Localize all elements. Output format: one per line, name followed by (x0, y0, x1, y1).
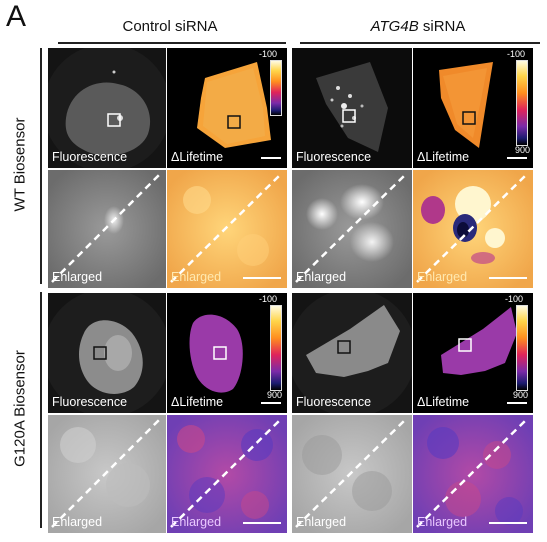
label-enlarged: Enlarged (52, 515, 103, 529)
scale-bar (243, 522, 281, 524)
label-fluorescence: Fluorescence (296, 150, 372, 164)
label-fluorescence: Fluorescence (52, 395, 128, 409)
row-label-wt: WT Biosensor (11, 117, 29, 212)
colorbar-top-tick: -100 (259, 49, 278, 59)
colorbar (270, 60, 282, 116)
tile-g120a-atg4b-lifetime: -100 900 ΔLifetime (413, 293, 533, 413)
tile-wt-control-enlarged-fluorescence: Enlarged (48, 170, 166, 288)
row-rule-g120a (40, 292, 42, 528)
control-siRNA-label: Control siRNA (122, 18, 218, 35)
label-lifetime: ΔLifetime (417, 395, 470, 409)
roi-box (337, 340, 351, 354)
colorbar-top-tick: -100 (505, 294, 524, 304)
tile-g120a-control-fluorescence: Fluorescence (48, 293, 166, 413)
row-rule-wt (40, 48, 42, 284)
tile-g120a-atg4b-enlarged-lifetime: Enlarged (413, 415, 533, 533)
roi-box (107, 113, 121, 127)
label-enlarged: Enlarged (171, 515, 222, 529)
scale-bar (489, 277, 527, 279)
tile-wt-atg4b-fluorescence: Fluorescence (292, 48, 412, 168)
label-enlarged: Enlarged (52, 270, 103, 284)
atg4b-siRNA-suffix: siRNA (418, 18, 466, 35)
tile-wt-control-enlarged-lifetime: Enlarged (167, 170, 287, 288)
column-header-control: Control siRNA (50, 18, 290, 35)
tile-wt-atg4b-enlarged-fluorescence: Enlarged (292, 170, 412, 288)
colorbar-bottom-tick: 900 (267, 390, 283, 400)
label-enlarged: Enlarged (417, 515, 468, 529)
roi-box (93, 346, 107, 360)
tile-wt-atg4b-lifetime: -100 900 ΔLifetime (413, 48, 533, 168)
colorbar (516, 60, 528, 146)
label-lifetime: ΔLifetime (417, 150, 470, 164)
atg4b-gene-label: ATG4B (370, 18, 419, 35)
tile-wt-control-fluorescence: Fluorescence (48, 48, 166, 168)
scale-bar (243, 277, 281, 279)
colorbar (270, 305, 282, 391)
roi-box (342, 109, 356, 123)
label-enlarged: Enlarged (171, 270, 222, 284)
colorbar-top-tick: -100 (259, 294, 278, 304)
scale-bar (507, 157, 527, 159)
column-rule-control (58, 42, 286, 44)
tile-g120a-control-enlarged-fluorescence: Enlarged (48, 415, 166, 533)
label-enlarged: Enlarged (296, 515, 347, 529)
colorbar-bottom-tick: 900 (513, 390, 529, 400)
tile-g120a-control-enlarged-lifetime: Enlarged (167, 415, 287, 533)
label-fluorescence: Fluorescence (52, 150, 128, 164)
label-fluorescence: Fluorescence (296, 395, 372, 409)
row-label-g120a: G120A Biosensor (11, 350, 29, 467)
scale-bar (261, 157, 281, 159)
column-header-atg4b: ATG4B siRNA (292, 18, 544, 35)
roi-box (458, 338, 472, 352)
label-lifetime: ΔLifetime (171, 150, 224, 164)
tile-g120a-control-lifetime: -100 900 ΔLifetime (167, 293, 287, 413)
scale-bar (507, 402, 527, 404)
roi-box (462, 111, 476, 125)
label-lifetime: ΔLifetime (171, 395, 224, 409)
tile-wt-atg4b-enlarged-lifetime: Enlarged (413, 170, 533, 288)
colorbar-top-tick: -100 (507, 49, 526, 59)
colorbar (516, 305, 528, 391)
tile-g120a-atg4b-fluorescence: Fluorescence (292, 293, 412, 413)
roi-box (213, 346, 227, 360)
scale-bar (261, 402, 281, 404)
scale-bar (489, 522, 527, 524)
column-rule-atg4b (300, 42, 540, 44)
tile-g120a-atg4b-enlarged-fluorescence: Enlarged (292, 415, 412, 533)
label-enlarged: Enlarged (417, 270, 468, 284)
roi-box (227, 115, 241, 129)
label-enlarged: Enlarged (296, 270, 347, 284)
tile-wt-control-lifetime: -100 ΔLifetime (167, 48, 287, 168)
colorbar-bottom-tick: 900 (515, 145, 531, 155)
panel-letter: A (6, 0, 27, 33)
